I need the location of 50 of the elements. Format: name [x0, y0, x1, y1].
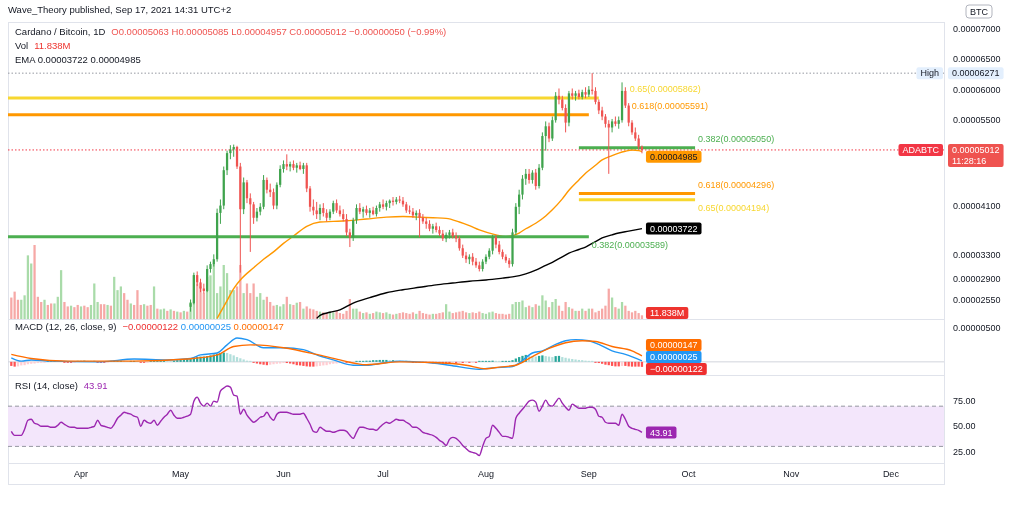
x-tick-label: Jun	[276, 469, 291, 479]
x-tick-label: Sep	[580, 469, 597, 479]
annotation: 0.00000025	[649, 352, 698, 363]
chart-title: MACD (12, 26, close, 9)	[15, 321, 117, 332]
x-tick-label: Oct	[681, 469, 696, 479]
annotation: 0.00004985	[649, 151, 698, 162]
y-tick-label: 0.00007000	[953, 23, 1001, 34]
y-axis-title: BTC	[970, 7, 989, 17]
x-tick-label: Nov	[783, 469, 800, 479]
annotation: 0.00006271	[952, 68, 1000, 79]
y-tick-label: 0.00006000	[953, 84, 1001, 95]
annotation: EMA 0.00003722 0.00004985	[15, 54, 141, 65]
ref-line-label: High	[920, 68, 939, 79]
series-label: 0.382(0.00005050)	[698, 133, 775, 144]
y-tick-label: 0.00002550	[953, 295, 1001, 306]
y-tick-label: 50.00	[953, 421, 976, 432]
text: Wave_Theory published, Sep 17, 2021 14:31 UTC+2	[8, 4, 232, 15]
series-label: 0.618(0.00004296)	[698, 179, 775, 190]
text: 0.618(0.00005591)	[631, 100, 708, 111]
x-tick-label: Dec	[882, 469, 900, 479]
x-tick-label: Jul	[377, 469, 389, 479]
annotation: −0.00000122	[649, 364, 703, 375]
ref-line-label: ADABTC	[902, 145, 940, 156]
chart-subtitle: 43.91	[83, 380, 108, 391]
chart-subtitle: 11.838M	[34, 40, 71, 51]
y-tick-label: 0.00004100	[953, 200, 1001, 211]
y-tick-label: 0.00002900	[953, 273, 1001, 284]
y-tick-label: 25.00	[953, 446, 976, 457]
annotation: 0.00003722	[649, 223, 698, 234]
annotation: 43.91	[649, 427, 673, 438]
chart-subtitle: −0.00000122 0.00000025 0.00000147	[122, 321, 284, 332]
x-tick-label: Apr	[74, 469, 89, 479]
chart-title: Vol	[15, 40, 29, 51]
annotation: 0.00000147	[649, 340, 698, 351]
annotation: 0.00005012	[952, 145, 1000, 156]
chart-title: Cardano / Bitcoin, 1D	[15, 26, 106, 37]
series-label: 0.382(0.00003589)	[591, 239, 668, 250]
y-tick-label: 0.00006500	[953, 54, 1001, 65]
annotation: 11:28:16	[952, 156, 987, 167]
chart-title: RSI (14, close)	[15, 380, 78, 391]
annotation: 11.838M	[649, 308, 685, 319]
x-tick-label: Aug	[477, 469, 494, 479]
series-label: 0.65(0.00004194)	[698, 202, 770, 213]
y-tick-label: 0.00003300	[953, 249, 1001, 260]
chart-subtitle: O0.00005063 H0.00005085 L0.00004957 C0.00005012 −0.00000050 (−0.99%)	[111, 26, 447, 37]
text: 0.65(0.00005862)	[629, 84, 701, 95]
x-tick-label: May	[172, 469, 190, 479]
text: 0.00000500	[953, 323, 1001, 334]
y-tick-label: 75.00	[953, 396, 976, 407]
y-tick-label: 0.00005500	[953, 115, 1001, 126]
